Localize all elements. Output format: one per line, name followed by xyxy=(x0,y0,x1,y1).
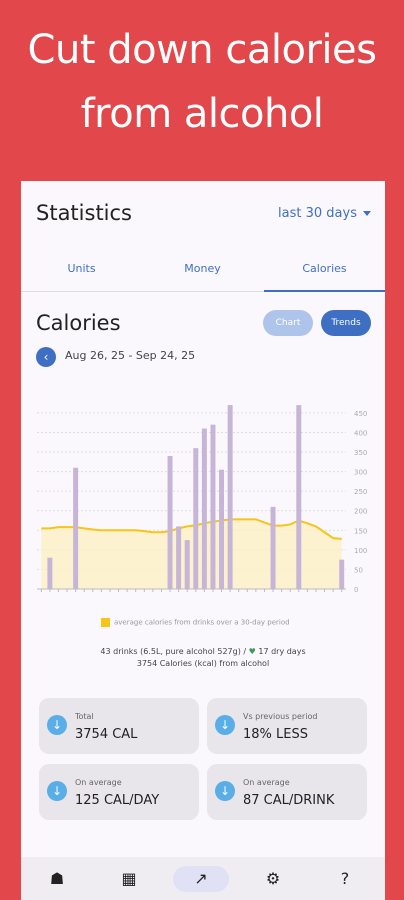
glass-icon: ☗ xyxy=(49,869,65,888)
tab-money[interactable]: Money xyxy=(184,262,221,275)
nav-settings[interactable]: ⚙ xyxy=(237,857,309,900)
bar xyxy=(73,467,79,589)
card-value: 125 CAL/DAY xyxy=(75,793,160,808)
stat-card-vs-previous[interactable]: ↓ Vs previous period 18% LESS xyxy=(207,698,367,754)
y-tick-label: 350 xyxy=(354,449,367,457)
page-title: Statistics xyxy=(36,201,132,225)
summary-dry-days: 17 dry days xyxy=(258,647,306,656)
y-tick-label: 450 xyxy=(354,410,367,418)
card-value: 87 CAL/DRINK xyxy=(243,793,335,808)
y-tick-label: 300 xyxy=(354,469,367,477)
dropdown-caret-icon[interactable] xyxy=(363,211,371,216)
bar xyxy=(210,424,216,589)
arrow-down-icon: ↓ xyxy=(47,781,67,801)
card-value: 3754 CAL xyxy=(75,727,138,742)
legend-swatch xyxy=(101,618,110,627)
heart-icon: ♥ xyxy=(248,647,256,656)
chart-legend: average calories from drinks over a 30-d… xyxy=(101,618,290,627)
stat-card-total[interactable]: ↓ Total 3754 CAL xyxy=(39,698,199,754)
previous-period-button[interactable]: ‹ xyxy=(36,347,56,367)
bar xyxy=(176,526,182,589)
range-dropdown[interactable]: last 30 days xyxy=(278,206,357,221)
top-bar: Statistics last 30 days xyxy=(21,181,385,247)
card-label: On average xyxy=(243,778,290,787)
bar xyxy=(219,469,225,589)
card-label: Vs previous period xyxy=(243,712,318,721)
chart-svg: 450 400 350 300 250 200 150 100 50 0 xyxy=(37,405,367,594)
chart-toggle-button[interactable]: Chart xyxy=(263,310,313,336)
bar xyxy=(296,405,302,589)
arrow-down-icon: ↓ xyxy=(215,715,235,735)
promo-line-2: from alcohol xyxy=(80,91,324,137)
stat-tabs: Units Money Calories xyxy=(21,247,385,292)
bar xyxy=(193,448,199,589)
y-tick-label: 400 xyxy=(354,429,367,437)
promo-line-1: Cut down calories xyxy=(27,27,377,73)
bar xyxy=(201,428,207,589)
y-tick-label: 250 xyxy=(354,488,367,496)
tab-units[interactable]: Units xyxy=(67,262,96,275)
stat-card-per-day[interactable]: ↓ On average 125 CAL/DAY xyxy=(39,764,199,820)
bar xyxy=(184,540,190,589)
y-tick-label: 150 xyxy=(354,527,367,535)
y-tick-label: 100 xyxy=(354,547,367,555)
date-range: Aug 26, 25 - Sep 24, 25 xyxy=(65,349,196,362)
promo-headline: Cut down calories from alcohol xyxy=(0,18,404,146)
gear-icon: ⚙ xyxy=(265,869,281,888)
bar xyxy=(270,506,276,589)
bar xyxy=(227,405,233,589)
trends-toggle-button[interactable]: Trends xyxy=(321,310,371,336)
summary-text: 43 drinks (6.5L, pure alcohol 527g) / ♥ … xyxy=(21,646,385,670)
summary-drinks: 43 drinks (6.5L, pure alcohol 527g) / xyxy=(100,647,249,656)
summary-calories: 3754 Calories (kcal) from alcohol xyxy=(136,659,270,668)
legend-label: average calories from drinks over a 30-d… xyxy=(114,618,290,627)
nav-help[interactable]: ? xyxy=(309,857,381,900)
section-title: Calories xyxy=(36,311,121,335)
bar xyxy=(167,455,173,589)
arrow-down-icon: ↓ xyxy=(215,781,235,801)
average-line xyxy=(41,518,342,540)
average-area xyxy=(41,519,342,589)
card-label: On average xyxy=(75,778,122,787)
bottom-nav: ☗ ▦ ↗ ⚙ ? xyxy=(21,857,385,900)
tab-calories[interactable]: Calories xyxy=(264,247,385,292)
help-icon: ? xyxy=(340,869,350,888)
card-value: 18% LESS xyxy=(243,727,308,742)
y-tick-label: 0 xyxy=(354,586,358,594)
stat-card-per-drink[interactable]: ↓ On average 87 CAL/DRINK xyxy=(207,764,367,820)
active-indicator xyxy=(173,866,229,892)
calories-chart: 450 400 350 300 250 200 150 100 50 0 xyxy=(21,391,385,601)
card-label: Total xyxy=(75,712,94,721)
calendar-icon: ▦ xyxy=(121,869,137,888)
y-tick-label: 200 xyxy=(354,508,367,516)
nav-calendar[interactable]: ▦ xyxy=(93,857,165,900)
nav-drinks[interactable]: ☗ xyxy=(21,857,93,900)
bar xyxy=(47,557,53,589)
app-screen: Statistics last 30 days Units Money Calo… xyxy=(21,181,385,900)
trend-icon: ↗ xyxy=(194,869,208,888)
nav-statistics[interactable]: ↗ xyxy=(165,857,237,900)
arrow-down-icon: ↓ xyxy=(47,715,67,735)
y-tick-label: 50 xyxy=(354,566,363,574)
bar xyxy=(339,559,345,589)
